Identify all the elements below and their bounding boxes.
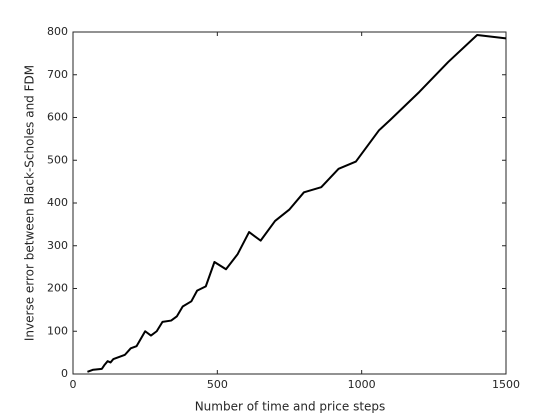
y-tick-label: 400 [47, 196, 68, 209]
y-tick-label: 700 [47, 68, 68, 81]
y-tick-label: 600 [47, 111, 68, 124]
data-line [87, 33, 507, 373]
x-tick-label: 1000 [348, 378, 376, 391]
y-tick-label: 300 [47, 239, 68, 252]
y-tick-label: 800 [47, 25, 68, 38]
y-axis-label: Inverse error between Black-Scholes and … [23, 65, 37, 341]
y-tick-label: 0 [61, 367, 68, 380]
x-axis-label: Number of time and price steps [195, 400, 386, 414]
y-tick-label: 200 [47, 282, 68, 295]
x-tick-label: 1500 [492, 378, 520, 391]
x-tick-label: 500 [207, 378, 228, 391]
x-tick-label: 0 [70, 378, 77, 391]
y-tick-label: 100 [47, 324, 68, 337]
y-tick-label: 500 [47, 153, 68, 166]
